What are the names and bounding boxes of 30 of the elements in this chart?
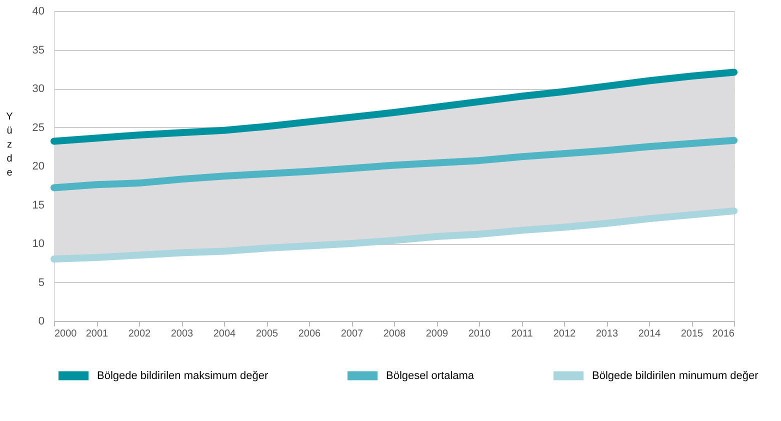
x-tick-label: 2015 bbox=[680, 328, 704, 340]
y-tick-label: 35 bbox=[32, 44, 44, 56]
y-tick-label: 20 bbox=[32, 160, 44, 172]
x-tick-label: 2012 bbox=[553, 328, 576, 340]
y-tick-label: 0 bbox=[38, 316, 44, 328]
x-tick-label: 2013 bbox=[596, 328, 619, 340]
x-tick-label: 2005 bbox=[256, 328, 279, 340]
x-tick-label: 2011 bbox=[511, 328, 534, 340]
legend-label: Bölgede bildirilen minumum değer bbox=[592, 370, 759, 382]
y-tick-label: 15 bbox=[32, 199, 44, 212]
x-tick-label: 2016 bbox=[712, 328, 735, 340]
x-tick-label: 2004 bbox=[213, 328, 236, 340]
x-tick-label: 2009 bbox=[426, 328, 449, 340]
y-tick-label: 30 bbox=[32, 83, 44, 95]
y-tick-label: 5 bbox=[38, 276, 44, 289]
y-axis-title: Yüzde bbox=[6, 112, 14, 178]
x-tick-label: 2000 bbox=[54, 328, 78, 340]
y-tick-label: 40 bbox=[32, 6, 44, 18]
y-tick-label: 10 bbox=[32, 238, 44, 250]
x-tick-label: 2008 bbox=[383, 328, 406, 340]
x-tick-label: 2001 bbox=[86, 328, 109, 340]
x-tick-label: 2010 bbox=[468, 328, 492, 340]
legend-label: Bölgesel ortalama bbox=[386, 370, 475, 382]
x-tick-label: 2002 bbox=[128, 328, 152, 340]
x-tick-label: 2003 bbox=[170, 328, 194, 340]
x-tick-label: 2007 bbox=[340, 328, 364, 340]
legend-label: Bölgede bildirilen maksimum değer bbox=[97, 370, 269, 382]
x-tick-label: 2006 bbox=[298, 328, 322, 340]
y-tick-label: 25 bbox=[32, 122, 44, 134]
x-tick-label: 2014 bbox=[638, 328, 662, 340]
